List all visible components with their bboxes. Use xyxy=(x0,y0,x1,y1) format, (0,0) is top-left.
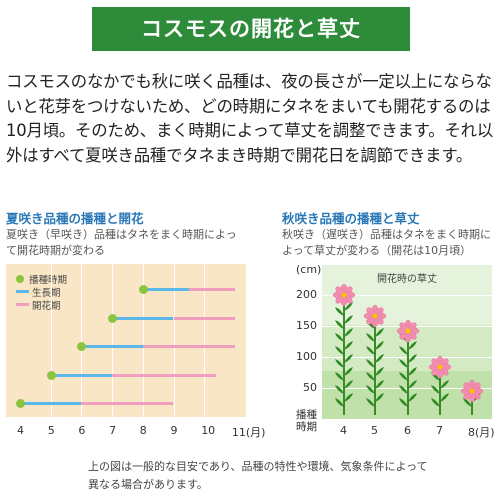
cosmos-plant xyxy=(332,283,356,415)
x-axis-title: 播種 時期 xyxy=(296,409,317,433)
cosmos-plant xyxy=(428,355,452,415)
y-tick-label: 100 xyxy=(296,350,317,363)
summer-timeline-chart: 播種時期 生長期 開花期 xyxy=(6,264,246,417)
month-gridline xyxy=(50,264,52,417)
growth-segment xyxy=(81,345,143,348)
cosmos-plant xyxy=(363,304,387,415)
sow-marker xyxy=(16,399,25,408)
cosmos-plant xyxy=(396,319,420,415)
autumn-heading: 秋咲き品種の播種と草丈 xyxy=(282,211,420,226)
bloom-segment xyxy=(112,374,217,377)
month-gridline xyxy=(112,264,114,417)
sow-marker xyxy=(138,285,148,294)
bloom-segment xyxy=(81,402,174,405)
y-tick-label: 200 xyxy=(296,288,317,301)
y-tick-label: 150 xyxy=(296,319,317,332)
x-tick-label: 5 xyxy=(371,424,378,437)
sow-marker xyxy=(46,371,56,380)
legend-sow-label: 播種時期 xyxy=(29,274,68,286)
x-tick-label: 7 xyxy=(109,424,117,437)
x-tick-label: 4 xyxy=(17,424,24,437)
timeline-legend: 播種時期 生長期 開花期 xyxy=(16,272,68,312)
intro-text: コスモスのなかでも秋に咲く品種は、夜の長さが一定以上にならないと花芽をつけないた… xyxy=(6,72,494,165)
cosmos-plant xyxy=(460,379,484,415)
bloom-segment xyxy=(142,345,235,348)
legend-bloom-marker xyxy=(16,303,29,306)
summer-subtitle: 夏咲き（早咲き）品種はタネをまく時期によって開花時期が変わる xyxy=(6,228,237,257)
month-gridline xyxy=(81,264,83,417)
title-banner: コスモスの開花と草丈 xyxy=(92,7,410,51)
growth-segment xyxy=(20,402,82,405)
x-tick-label: 6 xyxy=(404,424,411,437)
y-tick-label: 50 xyxy=(303,381,317,394)
grid-line xyxy=(322,295,492,296)
summer-heading: 夏咲き品種の播種と開花 xyxy=(6,211,144,226)
x-tick-label: 5 xyxy=(47,424,55,437)
sow-marker xyxy=(77,342,87,351)
footnote: 上の図は一般的な目安であり、品種の特性や環境、気象条件によって異なる場合がありま… xyxy=(88,460,428,491)
autumn-subtitle: 秋咲き（遅咲き）品種はタネをまく時期によって草丈が変わる（開花は10月頃） xyxy=(282,228,491,257)
month-gridline xyxy=(173,264,175,417)
growth-segment xyxy=(142,288,189,291)
x-tick-label: 11(月) xyxy=(231,426,266,439)
x-tick-label: 6 xyxy=(78,424,86,437)
bloom-segment xyxy=(173,317,235,320)
legend-bloom-label: 開花期 xyxy=(32,300,61,312)
autumn-height-chart: 開花時の草丈 xyxy=(322,265,492,419)
growth-segment xyxy=(50,374,113,377)
page-title: コスモスの開花と草丈 xyxy=(141,17,361,41)
x-tick-label: 4 xyxy=(340,424,347,437)
month-gridline xyxy=(204,264,206,417)
legend-growth-marker xyxy=(16,290,29,293)
x-tick-label: 9 xyxy=(170,424,178,437)
month-gridline xyxy=(142,264,144,417)
x-tick-label: 10 xyxy=(201,424,216,437)
growth-segment xyxy=(112,317,174,320)
y-unit-label: (cm) xyxy=(296,263,322,276)
legend-growth-label: 生長期 xyxy=(32,287,61,299)
x-tick-label: 8(月) xyxy=(468,426,495,439)
x-tick-label: 7 xyxy=(436,424,443,437)
bloom-segment xyxy=(188,288,235,291)
plants-svg xyxy=(332,283,484,415)
sow-marker xyxy=(108,314,118,323)
x-tick-label: 8 xyxy=(139,424,147,437)
legend-sow-marker xyxy=(16,274,24,283)
chart-caption: 開花時の草丈 xyxy=(377,274,437,285)
